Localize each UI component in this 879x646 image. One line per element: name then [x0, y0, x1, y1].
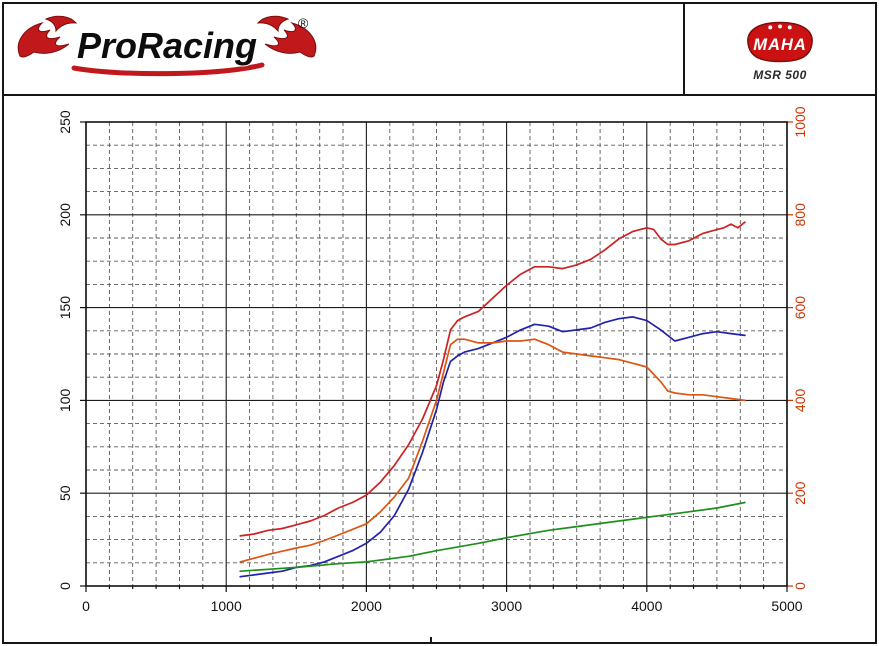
svg-text:800: 800: [792, 203, 808, 227]
svg-text:2000: 2000: [351, 598, 382, 614]
svg-text:150: 150: [57, 296, 73, 320]
svg-text:600: 600: [792, 296, 808, 320]
proracing-logo: ProRacing ®: [4, 4, 683, 94]
proracing-logo-icon: ProRacing ®: [17, 15, 317, 77]
svg-text:0: 0: [57, 582, 73, 590]
series-wheel-power: [239, 316, 746, 578]
svg-text:4000: 4000: [631, 598, 662, 614]
svg-text:400: 400: [792, 389, 808, 413]
svg-text:1000: 1000: [792, 106, 808, 137]
brand-name: ProRacing: [77, 25, 257, 66]
device-model: MSR 500: [753, 67, 807, 82]
registered-mark: ®: [298, 15, 309, 31]
dyno-chart-svg: 0 1000 2000 3000 4000 5000 0 50 100 150 200 250 0 200…: [57, 106, 808, 614]
svg-text:1000: 1000: [211, 598, 242, 614]
svg-text:100: 100: [57, 389, 73, 413]
svg-text:0: 0: [82, 598, 90, 614]
svg-text:5000: 5000: [771, 598, 802, 614]
series-torque: [239, 338, 746, 563]
svg-text:200: 200: [792, 481, 808, 505]
series-engine-power: [239, 221, 746, 537]
svg-text:250: 250: [57, 110, 73, 134]
dyno-chart-host: 0 1000 2000 3000 4000 5000 0 50 100 150 200 250 0 200…: [4, 96, 875, 642]
svg-text:3000: 3000: [491, 598, 522, 614]
dyno-chart: 0 1000 2000 3000 4000 5000 0 50 100 150 200 250 0 200…: [4, 96, 875, 642]
svg-text:50: 50: [57, 485, 73, 501]
maha-logo-icon: MAHA: [747, 21, 813, 62]
series-drag-power: [239, 501, 746, 573]
maha-logo-block: MAHA MSR 500: [683, 4, 875, 94]
svg-text:200: 200: [57, 203, 73, 227]
maha-wordmark: MAHA: [753, 34, 807, 53]
bottom-center-tick: [430, 637, 432, 644]
svg-text:0: 0: [792, 582, 808, 590]
logo-swoosh: [71, 62, 265, 77]
report-header: ProRacing ® MAHA MSR 500: [4, 4, 875, 96]
